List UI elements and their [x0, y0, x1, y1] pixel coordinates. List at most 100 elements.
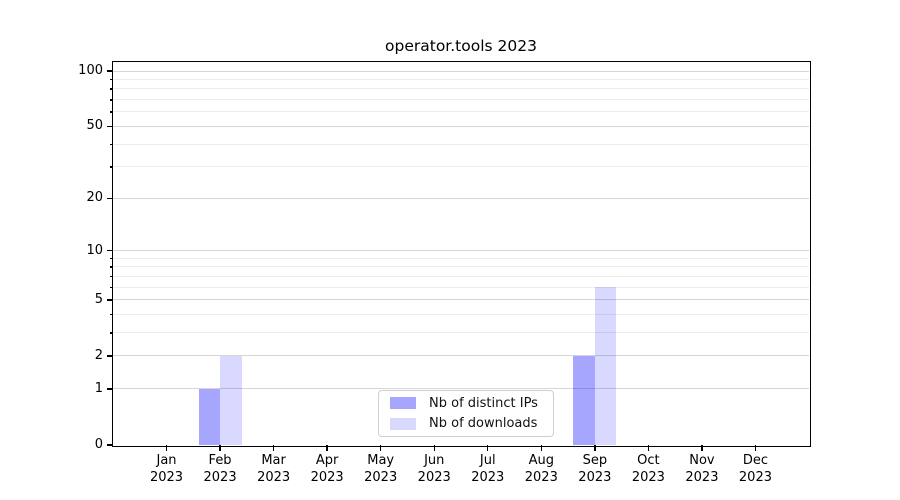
x-tick-label-aug: Aug 2023 [499, 453, 583, 486]
x-tick-label-jul: Jul 2023 [446, 453, 530, 486]
y-tick-label: 50 [86, 118, 103, 134]
x-tick-label-oct: Oct 2023 [606, 453, 690, 486]
x-tick-mark [487, 445, 489, 451]
x-tick-mark [272, 445, 275, 451]
y-tick-label: 10 [86, 242, 103, 258]
y-major-gridline [113, 299, 809, 301]
y-major-gridline [113, 355, 809, 357]
x-tick-year: 2023 [310, 469, 344, 485]
bar-sep-nb-of-downloads [594, 287, 617, 445]
y-tick-label: 5 [94, 291, 103, 307]
y-minor-tick-mark [110, 257, 113, 260]
x-tick-mark [647, 445, 650, 451]
legend-row-nb-of-downloads: Nb of downloads [387, 416, 545, 433]
y-minor-gridline [113, 276, 809, 278]
y-minor-tick-mark [110, 314, 113, 316]
x-tick-month: May [367, 453, 395, 468]
y-tick-mark [107, 444, 113, 446]
x-tick-label-mar: Mar 2023 [232, 453, 316, 486]
x-tick-mark [326, 445, 328, 451]
y-minor-tick-mark [110, 286, 113, 289]
bar-feb-nb-of-downloads [220, 355, 242, 445]
x-tick-month: Dec [742, 453, 769, 468]
x-tick-month: Mar [261, 453, 286, 468]
x-tick-label-jan: Jan 2023 [125, 453, 209, 486]
x-tick-label-sep: Sep 2023 [553, 453, 637, 486]
legend-row-nb-of-distinct-ips: Nb of distinct IPs [387, 395, 545, 412]
y-tick-mark [107, 388, 113, 390]
y-minor-gridline [113, 143, 809, 145]
x-tick-mark [433, 445, 435, 451]
x-tick-year: 2023 [417, 469, 451, 485]
y-tick-mark [107, 299, 113, 301]
y-minor-tick-mark [110, 79, 113, 81]
x-tick-mark [540, 445, 542, 451]
x-tick-mark [219, 445, 221, 451]
x-tick-month: Sep [582, 453, 608, 468]
y-minor-tick-mark [110, 99, 113, 101]
x-tick-year: 2023 [203, 469, 237, 485]
y-minor-tick-mark [110, 266, 113, 268]
y-minor-gridline [113, 99, 809, 101]
legend-label-nb-of-distinct-ips: Nb of distinct IPs [429, 395, 538, 411]
legend-label-nb-of-downloads: Nb of downloads [429, 416, 538, 432]
x-tick-year: 2023 [364, 469, 398, 485]
x-tick-label-feb: Feb 2023 [178, 453, 262, 486]
y-minor-gridline [113, 332, 809, 334]
y-tick-mark [107, 70, 113, 72]
y-major-gridline [113, 125, 809, 127]
x-tick-year: 2023 [578, 469, 612, 485]
x-tick-mark [165, 445, 168, 451]
y-minor-gridline [113, 286, 809, 288]
x-tick-month: Feb [208, 453, 232, 468]
y-minor-tick-mark [110, 111, 113, 113]
y-minor-gridline [113, 111, 809, 113]
y-minor-gridline [113, 88, 809, 90]
y-tick-mark [107, 125, 113, 128]
chart-title: operator.tools 2023 [385, 37, 537, 55]
x-tick-label-nov: Nov 2023 [660, 453, 744, 486]
bar-feb-nb-of-distinct-ips [198, 388, 221, 445]
y-tick-label: 0 [94, 437, 103, 452]
x-tick-month: Nov [689, 453, 715, 468]
legend: Nb of distinct IPs Nb of downloads [378, 390, 554, 437]
y-minor-gridline [113, 257, 809, 259]
x-tick-label-may: May 2023 [339, 453, 423, 486]
x-tick-label-dec: Dec 2023 [713, 453, 797, 486]
x-tick-year: 2023 [738, 469, 772, 485]
y-minor-gridline [113, 166, 809, 168]
x-tick-month: Jul [479, 453, 496, 468]
y-minor-tick-mark [110, 332, 113, 334]
bar-sep-nb-of-distinct-ips [573, 355, 595, 445]
x-tick-year: 2023 [471, 469, 505, 485]
y-minor-tick-mark [110, 88, 113, 90]
x-tick-label-apr: Apr 2023 [285, 453, 369, 486]
y-tick-label: 2 [94, 347, 103, 363]
x-tick-month: Jan [156, 453, 177, 468]
y-major-gridline [113, 70, 809, 72]
x-tick-label-jun: Jun 2023 [392, 453, 476, 486]
legend-swatch-nb-of-downloads [390, 417, 416, 430]
legend-swatch-nb-of-distinct-ips [390, 397, 416, 410]
y-tick-mark [107, 355, 113, 357]
x-tick-mark [379, 445, 382, 451]
x-tick-month: Oct [637, 453, 660, 468]
x-tick-year: 2023 [149, 469, 184, 485]
x-tick-year: 2023 [257, 469, 291, 485]
y-minor-tick-mark [110, 166, 113, 168]
x-tick-year: 2023 [524, 469, 558, 485]
x-tick-month: Aug [528, 453, 554, 468]
y-minor-gridline [113, 266, 809, 268]
x-tick-mark [754, 445, 757, 451]
y-tick-mark [107, 197, 113, 200]
x-tick-mark [594, 445, 596, 451]
y-minor-tick-mark [110, 276, 113, 278]
x-tick-year: 2023 [631, 469, 665, 485]
x-tick-month: Apr [315, 453, 339, 468]
y-tick-mark [107, 250, 113, 252]
y-tick-label: 1 [94, 380, 103, 396]
y-major-gridline [113, 250, 809, 252]
x-tick-year: 2023 [685, 469, 719, 485]
y-minor-gridline [113, 314, 809, 316]
